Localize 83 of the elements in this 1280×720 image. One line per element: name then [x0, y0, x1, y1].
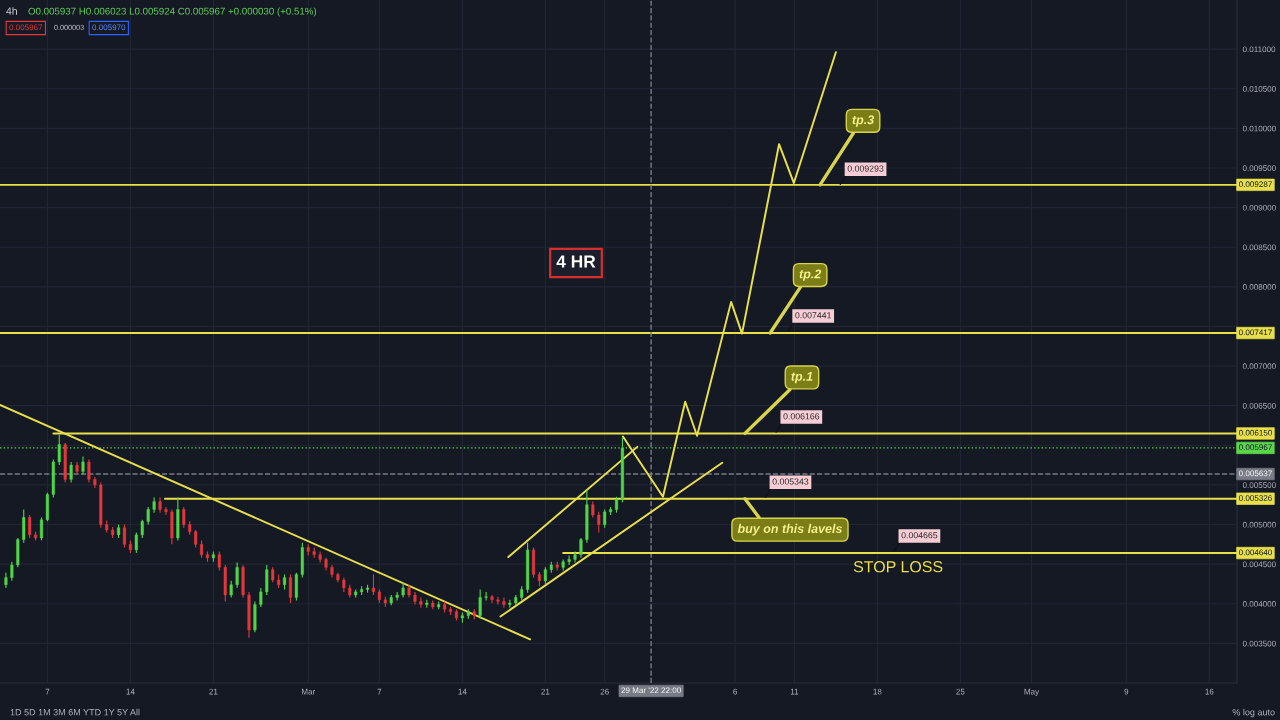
candlestick	[182, 506, 186, 529]
candlestick	[294, 572, 298, 602]
annotation: 0.006166	[783, 413, 820, 420]
candlestick	[217, 550, 221, 572]
x-tick-label: 25	[956, 688, 965, 695]
candlestick	[39, 516, 44, 541]
y-tick-label: 0.008500	[1242, 244, 1276, 251]
y-tick-label: 0.011000	[1242, 46, 1276, 53]
candlestick	[235, 562, 239, 589]
y-tick-label: 0.009000	[1242, 204, 1276, 211]
candlestick	[81, 455, 85, 476]
candlestick	[288, 573, 293, 604]
candlestick	[573, 550, 577, 564]
text: 1D 5D 1M 3M 6M YTD 1Y 5Y All	[10, 708, 140, 716]
ref-line-label: 0.005967	[1238, 444, 1272, 451]
candlestick	[140, 519, 144, 539]
x-tick-label: 9	[1124, 688, 1129, 695]
candlestick	[10, 561, 14, 582]
candlestick	[597, 511, 601, 534]
x-tick-label: 18	[873, 688, 882, 695]
candlestick	[496, 596, 500, 606]
y-tick-label: 0.006500	[1242, 402, 1276, 409]
annotation: 0.004665	[901, 532, 938, 539]
annotation: 0.005970	[92, 24, 126, 31]
candlestick	[579, 537, 583, 559]
x-tick-label: 21	[209, 688, 218, 695]
x-tick-label: Mar	[301, 688, 316, 695]
text: % log auto	[1232, 708, 1275, 718]
y-tick-label: 0.010500	[1242, 86, 1276, 92]
ref-line-label: 0.007417	[1238, 329, 1272, 336]
y-tick-label: 0.005500	[1242, 482, 1276, 488]
y-tick-label: 0.003500	[1242, 640, 1276, 647]
candlestick	[478, 588, 482, 620]
annotation: tp.1	[791, 372, 813, 384]
x-tick-label: 16	[1205, 688, 1214, 695]
x-tick-label: 7	[45, 688, 50, 695]
ref-line-label: 0.009287	[1238, 181, 1272, 188]
candlestick	[371, 573, 376, 596]
text: 4 HR	[556, 255, 596, 268]
annotation: 0.005343	[772, 478, 809, 485]
x-tick-label: 26	[600, 688, 609, 695]
y-tick-label: 0.004000	[1242, 601, 1276, 607]
y-tick-label: 0.009500	[1242, 165, 1276, 171]
annotation: O0.005937 H0.006023 L0.005924 C0.005967 +0.000030 (+0.51%)	[28, 7, 317, 17]
y-tick-label: 0.008000	[1242, 284, 1276, 290]
candlestick	[567, 554, 571, 566]
y-tick-label: 0.010000	[1242, 125, 1276, 132]
annotation: buy on this lavels	[737, 523, 842, 536]
annotation: tp.3	[852, 115, 875, 127]
candlestick	[484, 591, 488, 602]
y-tick-label: 0.005000	[1242, 521, 1276, 528]
y-tick-label: 0.004500	[1242, 561, 1276, 568]
candlestick	[122, 523, 127, 549]
candlestick	[265, 564, 269, 596]
x-tick-label: 6	[733, 688, 737, 695]
candlestick	[603, 508, 607, 529]
x-tick-label: 14	[126, 688, 135, 695]
candlestick	[22, 508, 26, 544]
candlestick	[69, 461, 73, 484]
annotation: tp.2	[799, 269, 822, 281]
candlestick	[502, 596, 506, 609]
candlestick	[87, 459, 91, 484]
x-tick-label: 14	[458, 688, 467, 695]
x-tick-label: 11	[790, 688, 799, 695]
ref-line-label: 29 Mar '22 22:00	[621, 687, 681, 694]
x-tick-label: 7	[377, 688, 382, 695]
candlestick	[28, 514, 32, 539]
ref-line-label: 0.005637	[1238, 470, 1272, 477]
text: 4h	[6, 7, 17, 15]
candlestick	[259, 587, 263, 608]
annotation: STOP LOSS	[853, 561, 943, 573]
data-label: 0.004640	[1238, 549, 1272, 556]
x-tick-label: May	[1024, 688, 1040, 697]
candlestick	[419, 596, 423, 609]
data-label: 0.005326	[1238, 495, 1272, 501]
data-label: 0.006150	[1238, 429, 1272, 436]
annotation: 0.007441	[795, 312, 832, 319]
x-tick-label: 21	[541, 688, 550, 695]
annotation: 0.009293	[847, 165, 884, 172]
y-tick-label: 0.007000	[1242, 363, 1276, 370]
annotation: 0.005967	[9, 24, 43, 31]
candlestick	[134, 531, 138, 554]
candlestick	[318, 550, 322, 564]
